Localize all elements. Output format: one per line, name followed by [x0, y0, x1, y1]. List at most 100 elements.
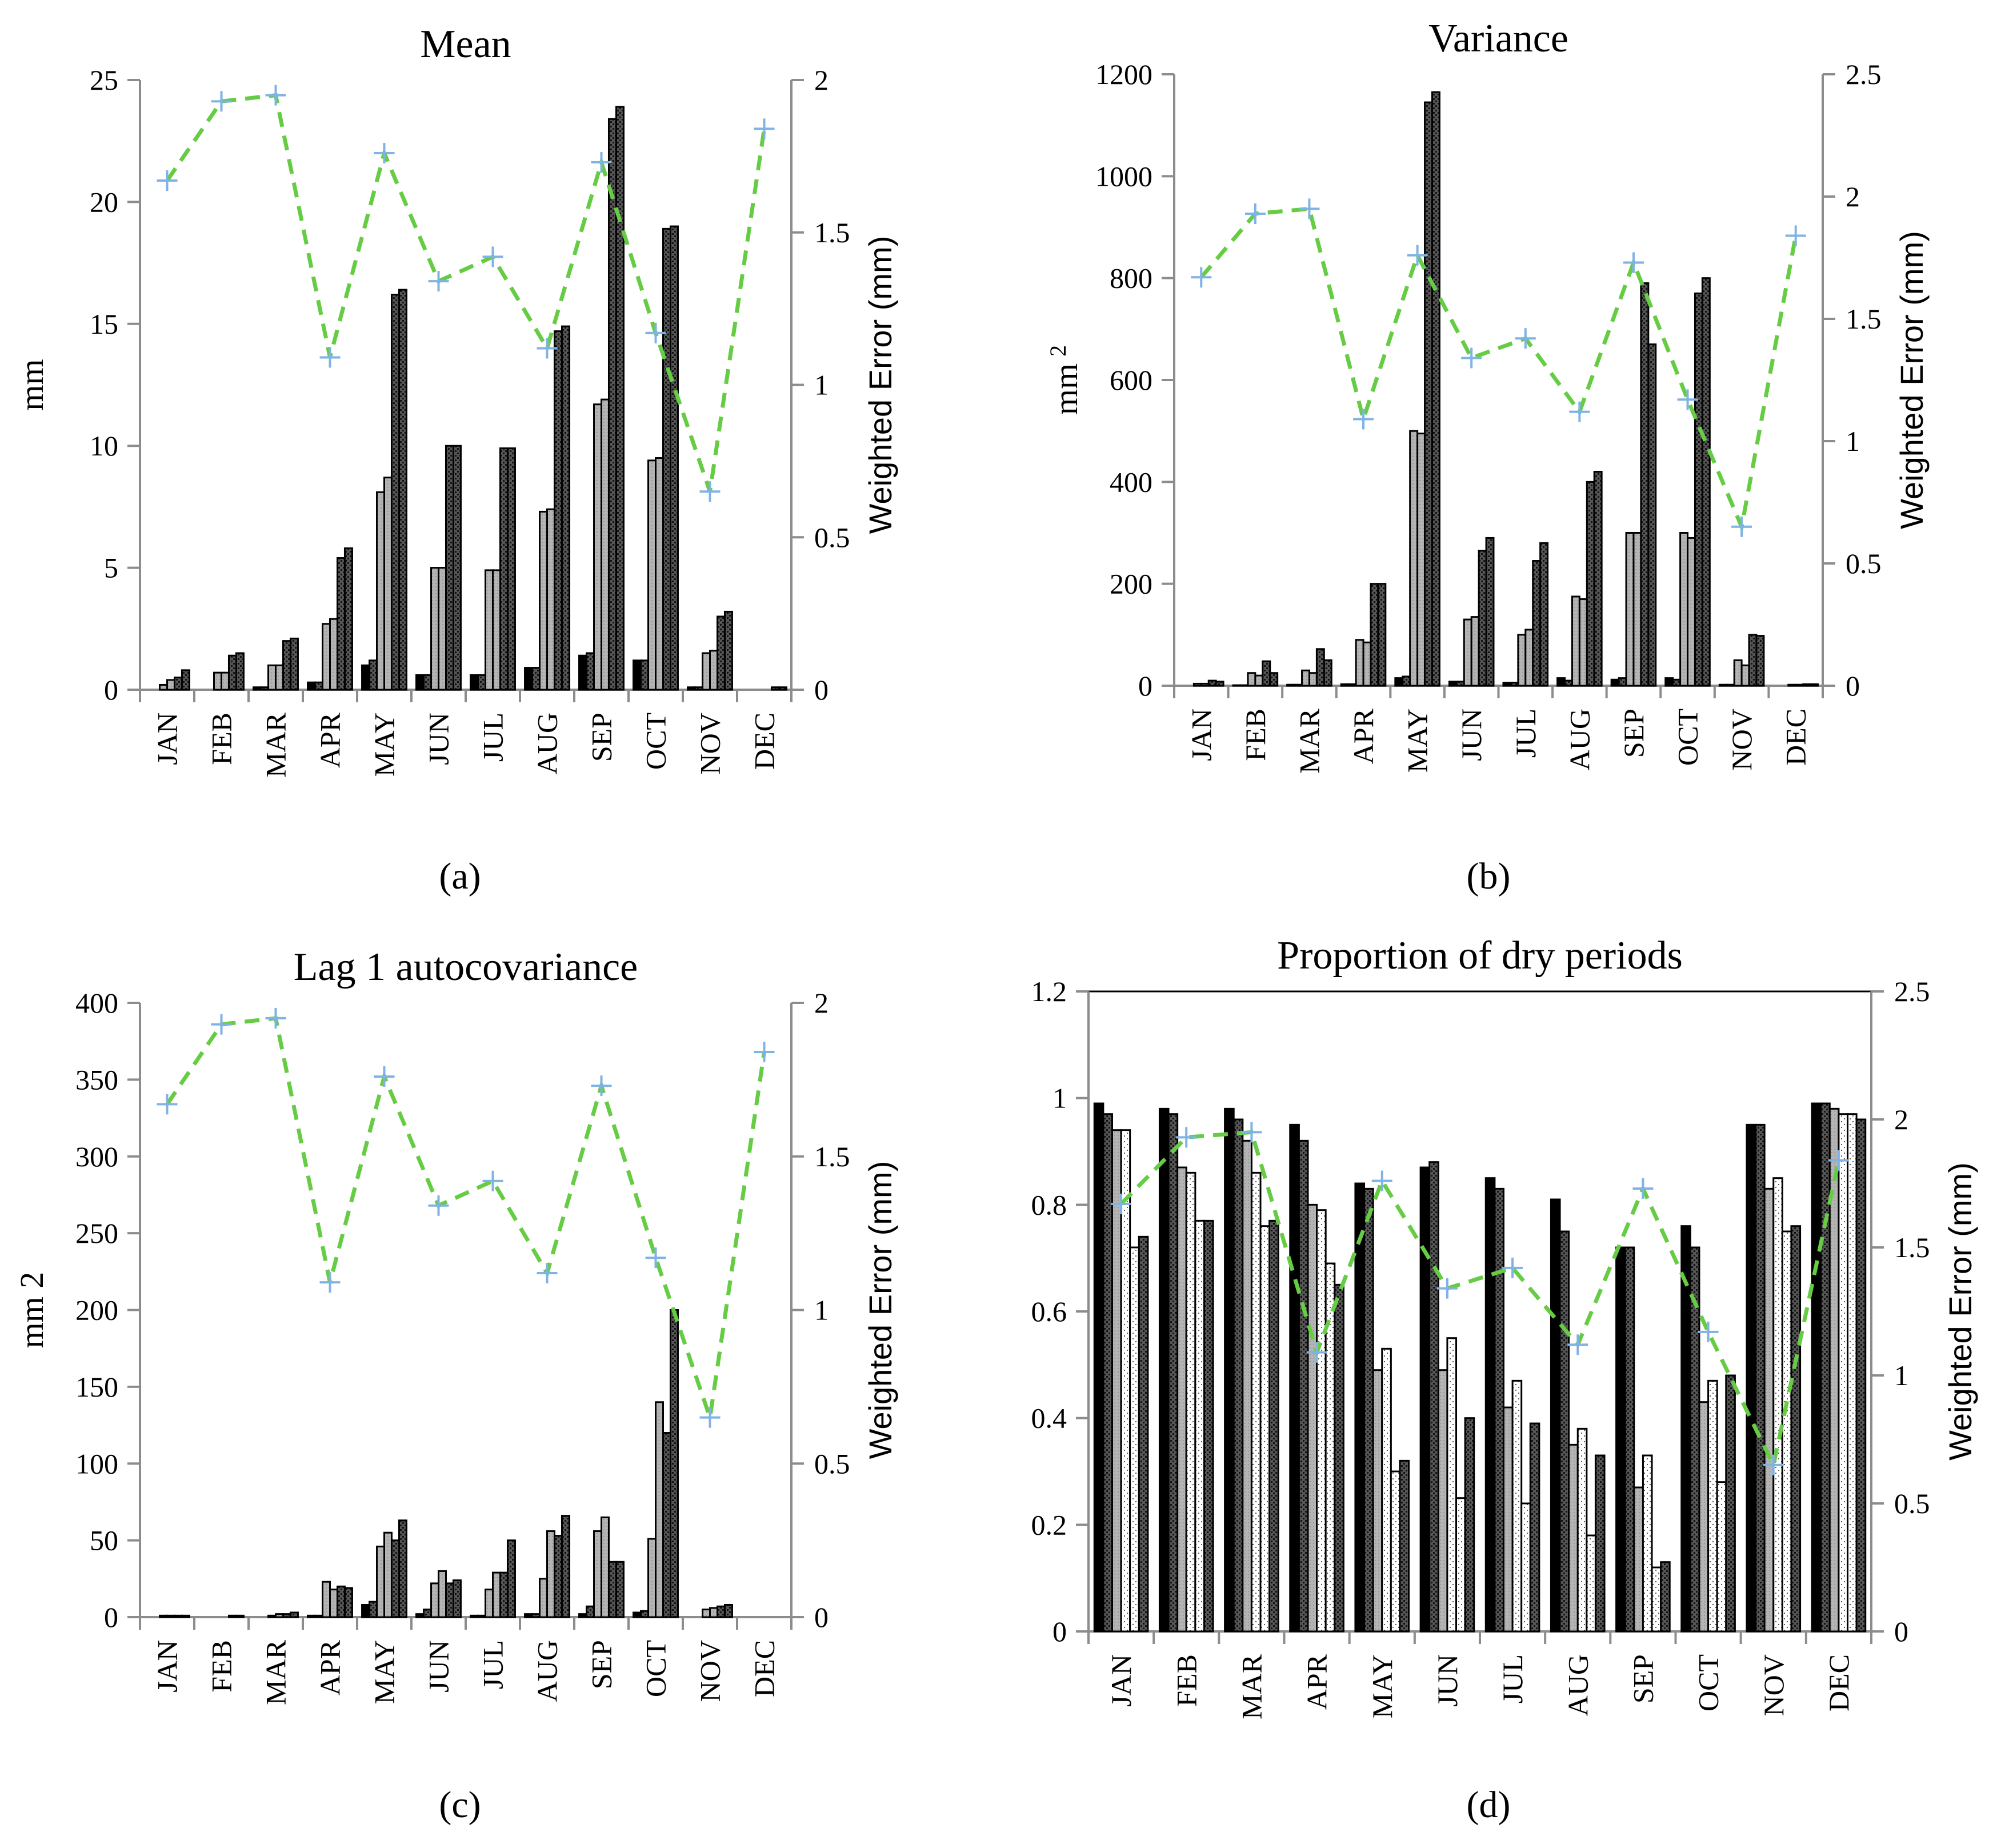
bar-5 — [1586, 481, 1595, 687]
weighted-error-marker — [645, 322, 666, 343]
bar-4 — [1642, 1454, 1653, 1633]
x-category-label: JUN — [423, 1640, 455, 1693]
bar-4 — [1772, 1177, 1783, 1633]
bar-1 — [1610, 678, 1620, 687]
bar-4 — [601, 1516, 610, 1618]
bar-5 — [1129, 1246, 1140, 1633]
bar-6 — [181, 1614, 190, 1618]
y-tick-label: 10 — [90, 430, 118, 462]
bar-1 — [307, 1614, 317, 1618]
bar-5 — [1651, 1566, 1662, 1633]
bar-5 — [336, 557, 346, 691]
bar-3 — [702, 652, 711, 691]
bar-4 — [492, 569, 501, 691]
bar-2 — [1232, 1118, 1244, 1633]
x-category-label: AUG — [1562, 1654, 1594, 1716]
bar-6 — [1701, 277, 1711, 687]
bar-4 — [1632, 532, 1642, 687]
y-tick-label: 400 — [1110, 466, 1152, 498]
bar-4 — [546, 508, 555, 691]
bar-1 — [578, 1613, 588, 1618]
bar-5 — [1478, 550, 1487, 687]
bar-6 — [723, 1604, 733, 1618]
bar-3 — [1247, 672, 1256, 687]
x-category-label: FEB — [1239, 709, 1271, 761]
bar-6 — [1593, 471, 1603, 687]
bar-2 — [694, 686, 704, 691]
y-tick-label: 0.6 — [1031, 1295, 1067, 1327]
bar-3 — [1633, 1486, 1644, 1633]
bar-1 — [1746, 1123, 1757, 1633]
x-category-label: JAN — [151, 713, 183, 765]
bar-6 — [778, 686, 787, 691]
bar-5 — [1748, 634, 1758, 687]
y2-tick-label: 1 — [814, 369, 829, 401]
weighted-error-marker — [537, 338, 558, 359]
weighted-error-marker — [211, 1014, 232, 1035]
x-category-label: FEB — [1170, 1654, 1202, 1707]
y-tick-label: 0.4 — [1031, 1402, 1067, 1434]
bar-4 — [1185, 1171, 1196, 1633]
weighted-error-marker — [157, 1094, 178, 1115]
y-tick-label: 1000 — [1095, 160, 1152, 192]
bar-6 — [398, 1519, 407, 1618]
y-tick-label: 250 — [75, 1217, 118, 1249]
bar-1 — [1419, 1166, 1431, 1633]
x-category-label: JAN — [151, 1640, 183, 1693]
bar-3 — [1698, 1401, 1710, 1633]
bar-6 — [398, 289, 407, 691]
weighted-error-line — [1119, 1130, 1841, 1471]
bar-6 — [669, 225, 679, 691]
bar-2 — [1298, 1139, 1309, 1633]
bar-6 — [343, 1587, 353, 1618]
bar-6 — [1725, 1374, 1736, 1633]
bar-4 — [329, 1589, 338, 1618]
bar-2 — [1455, 681, 1465, 687]
weighted-error-marker — [591, 1075, 612, 1097]
bar-6 — [723, 610, 733, 691]
bar-1 — [524, 667, 534, 691]
bar-6 — [181, 669, 190, 691]
bar-5 — [1315, 648, 1325, 687]
weighted-error-marker — [1502, 1257, 1523, 1278]
y-tick-label: 0 — [104, 1601, 118, 1633]
bar-1 — [415, 1613, 425, 1618]
x-category-label: JUL — [477, 1640, 509, 1689]
bar-1 — [1394, 677, 1404, 687]
bar-4 — [1578, 598, 1588, 687]
bar-5 — [1262, 660, 1271, 687]
bar-6 — [506, 447, 516, 691]
bar-1 — [307, 681, 317, 691]
bar-5 — [1716, 1481, 1727, 1633]
bar-4 — [383, 1531, 393, 1618]
y-axis-label: mm — [13, 359, 50, 410]
chart-title: Variance — [1428, 17, 1568, 61]
bar-5 — [1324, 1262, 1336, 1633]
bar-3 — [593, 1530, 603, 1618]
bar-1 — [1484, 1177, 1496, 1633]
bar-6 — [452, 1579, 462, 1618]
bar-1 — [633, 1611, 642, 1618]
bar-1 — [1093, 1102, 1104, 1633]
bar-3 — [322, 623, 331, 691]
y-tick-label: 0.2 — [1031, 1509, 1067, 1541]
bar-2 — [1239, 684, 1249, 687]
x-category-label: OCT — [1692, 1654, 1724, 1711]
y2-tick-label: 2.5 — [1846, 58, 1882, 90]
x-category-label: MAR — [1235, 1654, 1267, 1719]
weighted-error-marker — [1306, 1342, 1327, 1363]
y-tick-label: 1.2 — [1031, 975, 1067, 1007]
bar-3 — [1733, 659, 1743, 687]
bar-3 — [376, 1545, 385, 1618]
bar-1 — [1158, 1107, 1170, 1633]
bar-4 — [1362, 641, 1372, 687]
bar-6 — [1855, 1118, 1867, 1633]
bar-5 — [1370, 583, 1379, 687]
bar-5 — [770, 686, 780, 691]
x-category-label: NOV — [694, 1640, 726, 1702]
x-category-label: OCT — [1672, 709, 1704, 766]
panel-label-b: (b) — [1467, 855, 1511, 897]
bar-6 — [1594, 1454, 1606, 1633]
bar-6 — [1464, 1417, 1475, 1633]
bar-6 — [1203, 1219, 1214, 1633]
